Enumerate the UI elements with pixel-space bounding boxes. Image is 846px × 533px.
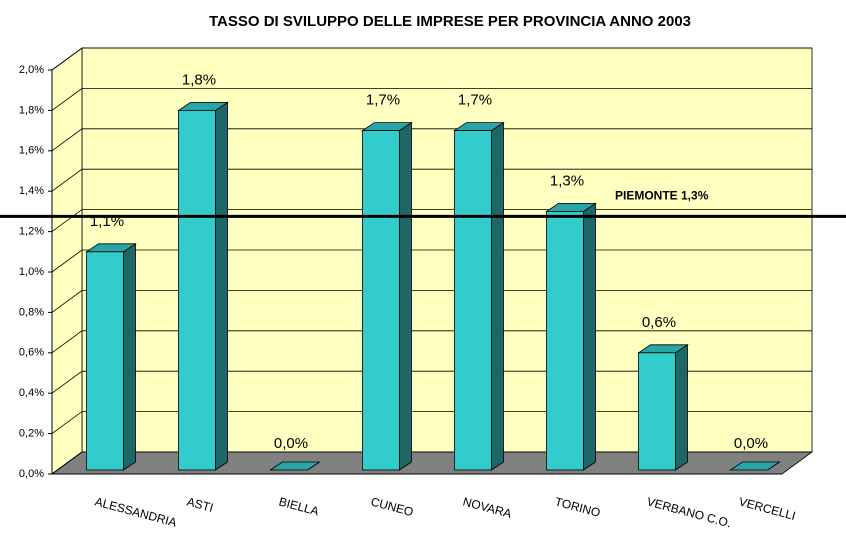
bar-top bbox=[269, 461, 321, 471]
x-tick-label: BIELLA bbox=[277, 494, 320, 518]
bar-front bbox=[362, 130, 400, 471]
y-tick-label: 0,4% bbox=[19, 387, 44, 399]
bar-side bbox=[583, 202, 596, 471]
x-tick-label: VERCELLI bbox=[737, 494, 797, 523]
floor bbox=[50, 451, 814, 475]
bar bbox=[729, 461, 781, 471]
grid-line bbox=[51, 47, 812, 71]
y-tick-label: 1,2% bbox=[19, 226, 44, 238]
x-tick-label: NOVARA bbox=[461, 494, 513, 520]
bar-side bbox=[491, 121, 504, 471]
bar bbox=[177, 101, 229, 471]
chart-title: TASSO DI SVILUPPO DELLE IMPRESE PER PROV… bbox=[209, 13, 691, 30]
value-label: 0,0% bbox=[734, 435, 768, 452]
y-tick-label: 0,0% bbox=[19, 468, 44, 480]
value-label: 1,3% bbox=[550, 172, 584, 189]
y-tick-label: 1,0% bbox=[19, 266, 44, 278]
y-tick-label: 0,6% bbox=[19, 347, 44, 359]
y-tick-label: 0,8% bbox=[19, 306, 44, 318]
bar-front bbox=[178, 110, 216, 471]
bar-front bbox=[638, 352, 676, 471]
x-tick-label: TORINO bbox=[553, 494, 601, 520]
bar-top bbox=[729, 461, 781, 471]
bar bbox=[637, 344, 689, 471]
value-label: 0,6% bbox=[642, 314, 676, 331]
x-tick-label: ALESSANDRIA bbox=[93, 494, 178, 529]
value-label: 1,7% bbox=[458, 92, 492, 109]
y-tick-label: 0,2% bbox=[19, 428, 44, 440]
reference-label: PIEMONTE 1,3% bbox=[615, 189, 709, 203]
grid-line bbox=[51, 168, 812, 192]
x-tick-label: ASTI bbox=[185, 494, 214, 514]
y-tick-label: 1,4% bbox=[19, 185, 44, 197]
bar bbox=[85, 243, 137, 471]
x-tick-label: VERBANO C.O. bbox=[645, 494, 732, 530]
bar-front bbox=[546, 210, 584, 471]
bar-side bbox=[215, 101, 228, 471]
bar bbox=[453, 121, 505, 471]
grid-line bbox=[51, 88, 812, 111]
bar bbox=[545, 202, 597, 471]
value-label: 1,7% bbox=[366, 92, 400, 109]
y-tick-label: 1,6% bbox=[19, 145, 44, 157]
grid-line bbox=[51, 128, 812, 152]
bar-side bbox=[399, 121, 412, 471]
x-tick-label: CUNEO bbox=[369, 494, 414, 519]
bar bbox=[361, 121, 413, 471]
bar-side bbox=[123, 243, 136, 471]
value-label: 0,0% bbox=[274, 435, 308, 452]
bar-front bbox=[86, 251, 124, 471]
y-tick-label: 2,0% bbox=[19, 64, 44, 76]
bar-front bbox=[454, 130, 492, 471]
y-tick-label: 1,8% bbox=[19, 104, 44, 116]
bar bbox=[269, 461, 321, 471]
value-label: 1,8% bbox=[182, 71, 216, 88]
bar-side bbox=[675, 344, 688, 471]
